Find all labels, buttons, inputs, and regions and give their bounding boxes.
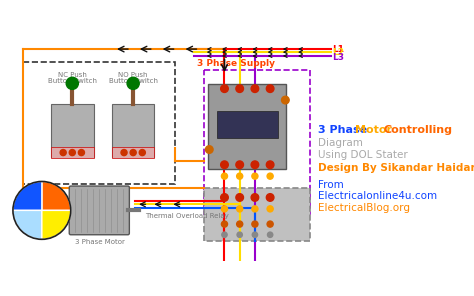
Circle shape bbox=[221, 161, 228, 168]
Circle shape bbox=[69, 149, 75, 156]
Text: ElectricalBlog.org: ElectricalBlog.org bbox=[318, 203, 410, 213]
Circle shape bbox=[221, 85, 228, 92]
Circle shape bbox=[252, 206, 258, 212]
Wedge shape bbox=[13, 210, 42, 239]
Text: L2: L2 bbox=[333, 48, 345, 57]
FancyBboxPatch shape bbox=[112, 104, 155, 157]
Bar bbox=[204, 70, 310, 214]
Text: 3 Phase Supply: 3 Phase Supply bbox=[197, 59, 275, 68]
Circle shape bbox=[237, 206, 243, 212]
Circle shape bbox=[127, 77, 139, 89]
Circle shape bbox=[130, 149, 136, 156]
Wedge shape bbox=[42, 181, 71, 210]
Circle shape bbox=[267, 173, 273, 179]
Circle shape bbox=[236, 161, 244, 168]
Circle shape bbox=[252, 173, 258, 179]
Text: Design By Sikandar Haidar: Design By Sikandar Haidar bbox=[318, 163, 474, 173]
Text: Controlling: Controlling bbox=[383, 125, 453, 135]
Circle shape bbox=[60, 149, 66, 156]
Text: Electricalonline4u.com: Electricalonline4u.com bbox=[318, 192, 437, 201]
Text: 3 Phase Motor: 3 Phase Motor bbox=[75, 239, 125, 245]
Circle shape bbox=[266, 194, 274, 201]
Circle shape bbox=[237, 232, 242, 237]
Circle shape bbox=[251, 161, 259, 168]
Circle shape bbox=[222, 232, 227, 237]
Text: NC Push: NC Push bbox=[58, 72, 87, 78]
FancyBboxPatch shape bbox=[51, 104, 93, 157]
Text: From: From bbox=[318, 180, 344, 190]
FancyBboxPatch shape bbox=[69, 186, 129, 235]
Circle shape bbox=[251, 85, 259, 92]
Circle shape bbox=[236, 194, 244, 201]
Text: NO Push: NO Push bbox=[118, 72, 148, 78]
Circle shape bbox=[267, 206, 273, 212]
Text: Thermal Overload Relay: Thermal Overload Relay bbox=[145, 213, 228, 219]
Text: Button Switch: Button Switch bbox=[109, 78, 158, 84]
FancyBboxPatch shape bbox=[51, 147, 93, 158]
Circle shape bbox=[266, 161, 274, 168]
Circle shape bbox=[282, 96, 289, 104]
Text: Motor: Motor bbox=[355, 125, 392, 135]
Circle shape bbox=[66, 77, 78, 89]
Text: L3: L3 bbox=[333, 53, 345, 62]
Circle shape bbox=[237, 221, 243, 227]
Circle shape bbox=[252, 221, 258, 227]
Circle shape bbox=[121, 149, 127, 156]
Bar bbox=[23, 62, 175, 184]
Circle shape bbox=[236, 85, 244, 92]
Text: Contactor: Contactor bbox=[228, 122, 266, 131]
Text: Diagram: Diagram bbox=[318, 138, 363, 148]
FancyBboxPatch shape bbox=[217, 112, 278, 138]
Wedge shape bbox=[13, 181, 42, 210]
Circle shape bbox=[221, 206, 228, 212]
Text: L1: L1 bbox=[333, 45, 345, 54]
Circle shape bbox=[139, 149, 146, 156]
Circle shape bbox=[251, 194, 259, 201]
Text: Using DOL Stater: Using DOL Stater bbox=[318, 149, 408, 160]
Text: 3 Phase: 3 Phase bbox=[318, 125, 367, 135]
Circle shape bbox=[221, 173, 228, 179]
Circle shape bbox=[78, 149, 84, 156]
FancyBboxPatch shape bbox=[209, 84, 286, 169]
Wedge shape bbox=[42, 210, 71, 239]
Circle shape bbox=[266, 85, 274, 92]
FancyBboxPatch shape bbox=[112, 147, 155, 158]
Circle shape bbox=[237, 173, 243, 179]
Circle shape bbox=[252, 232, 257, 237]
Circle shape bbox=[221, 194, 228, 201]
Circle shape bbox=[205, 146, 213, 153]
Bar bbox=[204, 188, 310, 241]
Text: Button Switch: Button Switch bbox=[48, 78, 97, 84]
Circle shape bbox=[221, 221, 228, 227]
Circle shape bbox=[267, 221, 273, 227]
Circle shape bbox=[267, 232, 273, 237]
